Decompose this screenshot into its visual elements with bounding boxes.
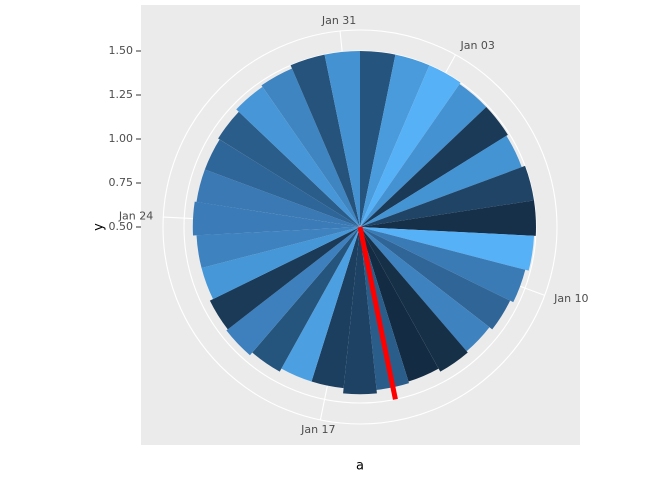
wedge [360,227,511,330]
wedge [360,165,534,227]
wedge [290,54,360,228]
wedge [324,51,360,227]
wedge [196,227,360,269]
wedge [209,227,360,330]
wedge [252,227,360,372]
wedge [360,227,409,390]
wedge [360,227,535,271]
wedge [360,83,487,228]
y-tick-label: 0.75 [109,176,134,189]
wedge [204,139,360,227]
wedge [360,200,536,236]
outer-circle [162,29,558,425]
wedge [201,227,360,300]
wedge [311,227,360,389]
y-axis-title: y [92,223,107,231]
wedge [236,86,360,227]
wedge [218,111,360,227]
x-tick-label: Jan 10 [553,292,588,305]
wedge [192,201,360,236]
y-tick-label: 1.25 [109,88,134,101]
wedge [196,169,360,227]
wedge [360,135,522,227]
wedge [226,227,360,356]
y-tick-label: 1.00 [109,132,134,145]
y-tick-label: 1.50 [109,44,134,57]
wedge [360,227,526,303]
wedge [343,227,377,395]
x-tick-label: Jan 24 [118,210,153,223]
y-tick-label: 0.50 [109,220,134,233]
wedge [360,227,468,372]
x-tick-label: Jan 31 [321,14,356,27]
wedge [360,51,396,227]
wedge [360,227,439,382]
wedge [261,68,360,227]
wedge [281,227,360,382]
wedge [360,106,508,227]
x-tick-label: Jan 03 [459,39,494,52]
x-axis-title: a [356,459,364,474]
wedge [360,227,490,352]
wedge [360,54,430,228]
highlight-line [357,226,398,400]
wedge [360,65,461,227]
x-tick-label: Jan 17 [300,423,335,436]
